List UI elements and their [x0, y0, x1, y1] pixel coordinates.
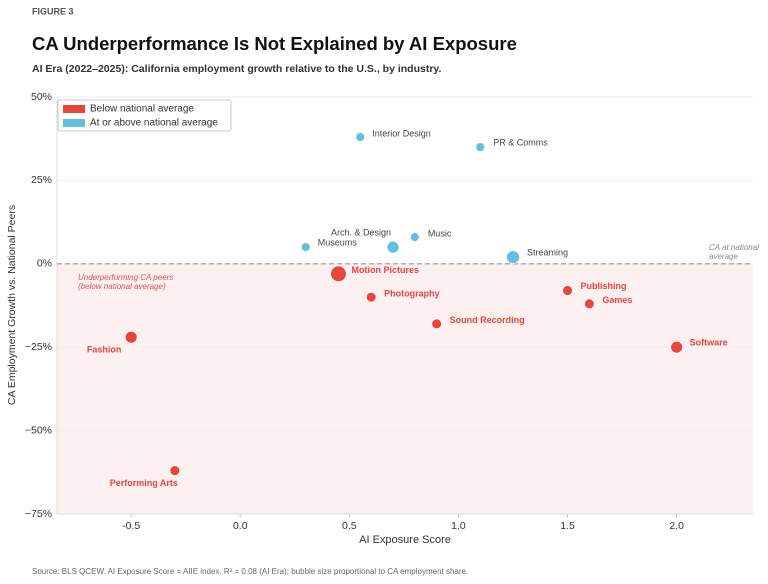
- region-label: (below national average): [78, 282, 166, 291]
- legend-swatch: [63, 105, 85, 113]
- point-label: Arch. & Design: [331, 227, 391, 237]
- point-label: Software: [690, 338, 728, 348]
- region-label: Underperforming CA peers: [78, 273, 173, 282]
- x-tick-label: 1.0: [451, 520, 466, 532]
- x-tick-label: 1.5: [560, 520, 575, 532]
- bubble: [506, 250, 520, 265]
- chart-subtitle: AI Era (2022–2025): California employmen…: [32, 63, 441, 75]
- x-tick-label: 2.0: [669, 520, 684, 532]
- reference-label: CA at national: [709, 243, 759, 252]
- y-axis-label: CA Employment Growth vs. National Peers: [6, 205, 18, 405]
- bubble: [300, 242, 311, 253]
- x-tick-label: 0.0: [233, 520, 248, 532]
- point-label: Sound Recording: [450, 315, 525, 325]
- point-label: Publishing: [581, 281, 627, 291]
- y-tick-label: 0%: [37, 258, 52, 270]
- y-tick-label: −25%: [25, 341, 52, 353]
- figure-label: FIGURE 3: [32, 6, 74, 16]
- bubble: [355, 132, 366, 142]
- y-tick-label: 25%: [31, 174, 52, 186]
- point-label: Music: [428, 228, 452, 238]
- y-tick-label: −50%: [25, 424, 52, 436]
- bubble: [386, 240, 400, 254]
- below-region: [57, 263, 753, 514]
- y-tick-label: 50%: [31, 91, 52, 103]
- bubble: [124, 330, 138, 344]
- source-note: Source: BLS QCEW. AI Exposure Score = AI…: [32, 567, 468, 576]
- bubble: [409, 232, 420, 243]
- x-tick-label: 0.5: [342, 520, 357, 532]
- legend-box: [57, 99, 232, 132]
- bubble: [583, 298, 595, 310]
- point-label: Interior Design: [372, 128, 431, 138]
- legend-swatch: [63, 119, 85, 127]
- bubble: [365, 291, 377, 303]
- reference-label: average: [709, 252, 738, 261]
- x-tick-label: -0.5: [122, 520, 140, 532]
- point-label: Fashion: [87, 345, 122, 355]
- bubble: [475, 142, 486, 152]
- bubble: [562, 285, 573, 296]
- point-label: Streaming: [527, 248, 568, 258]
- point-label: Games: [602, 295, 632, 305]
- point-label: Motion Pictures: [351, 265, 419, 275]
- y-tick-label: −75%: [25, 508, 52, 520]
- legend-label: Below national average: [90, 104, 194, 115]
- bubble: [670, 340, 684, 354]
- point-label: PR & Comms: [493, 137, 548, 147]
- bubble: [169, 465, 181, 477]
- bubble: [431, 318, 443, 330]
- legend-label: At or above national average: [90, 118, 218, 129]
- bubble: [330, 265, 347, 283]
- point-label: Photography: [384, 289, 440, 299]
- chart-title: CA Underperformance Is Not Explained by …: [32, 33, 517, 54]
- point-label: Museums: [318, 237, 358, 247]
- x-axis-label: AI Exposure Score: [359, 534, 451, 546]
- point-label: Performing Arts: [110, 478, 178, 488]
